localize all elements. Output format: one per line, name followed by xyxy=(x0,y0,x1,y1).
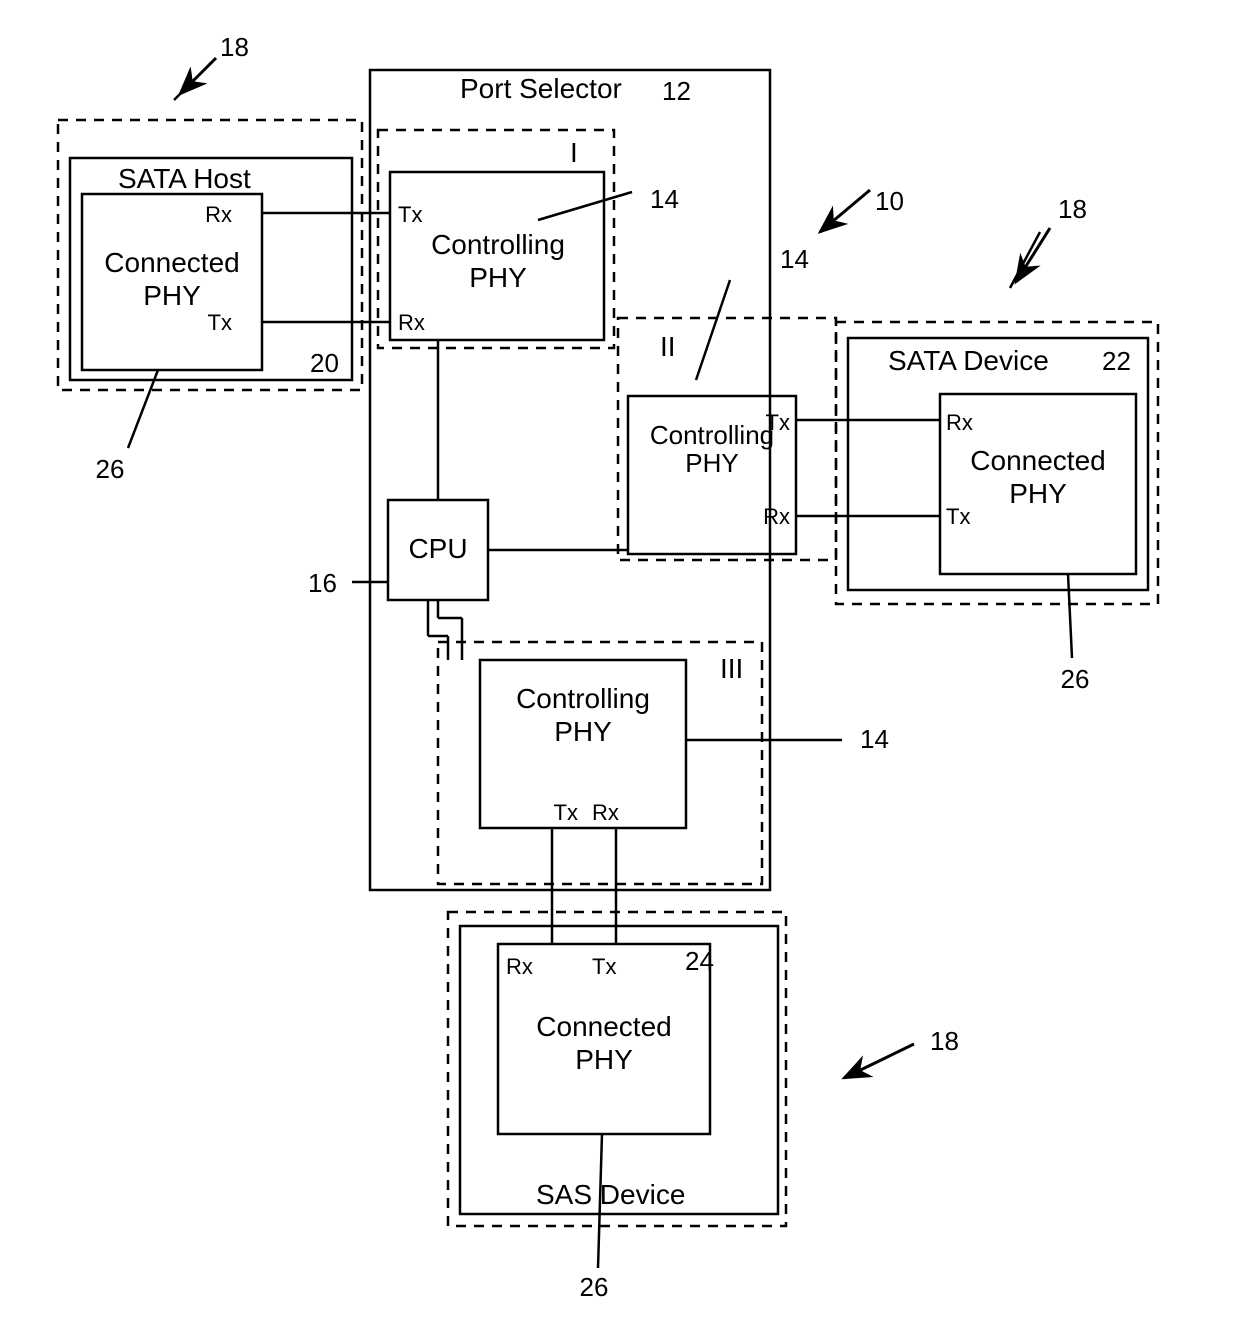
ref-12: 12 xyxy=(662,76,691,106)
ref-14-II: 14 xyxy=(780,244,809,274)
ctrl-III-line1: Controlling xyxy=(516,683,650,714)
roman-II: II xyxy=(660,331,676,362)
ref-26-sas: 26 xyxy=(580,1272,609,1302)
connector-19 xyxy=(1010,232,1040,288)
connector-15 xyxy=(538,192,632,220)
sata-host-label: SATA Host xyxy=(118,163,251,194)
arrow-3 xyxy=(844,1044,914,1078)
sata-device-label: SATA Device xyxy=(888,345,1049,376)
ctrl-I-line1: Controlling xyxy=(431,229,565,260)
ctrl-II-rx: Rx xyxy=(763,504,790,529)
ctrl-I-tx: Tx xyxy=(398,202,422,227)
region_III_dashed xyxy=(438,642,762,884)
dev-rx: Rx xyxy=(946,410,973,435)
sas-device-label: SAS Device xyxy=(536,1179,685,1210)
ctrl-I-line2: PHY xyxy=(469,262,527,293)
ctrl-III-tx: Tx xyxy=(554,800,578,825)
roman-I: I xyxy=(570,137,578,168)
ref-24: 24 xyxy=(685,946,714,976)
port_selector_solid xyxy=(370,70,770,890)
cpu-label: CPU xyxy=(408,533,467,564)
sas-tx: Tx xyxy=(592,954,616,979)
ref-20: 20 xyxy=(310,348,339,378)
dev-tx: Tx xyxy=(946,504,970,529)
connector-18 xyxy=(696,280,730,380)
host-conn-2: PHY xyxy=(143,280,201,311)
host-tx: Tx xyxy=(208,310,232,335)
ref-10: 10 xyxy=(875,186,904,216)
arrow-0 xyxy=(180,58,216,94)
connector-20 xyxy=(1068,574,1072,658)
roman-III: III xyxy=(720,653,743,684)
ctrl-I-rx: Rx xyxy=(398,310,425,335)
connector-16 xyxy=(128,370,158,448)
ref-18-topleft: 18 xyxy=(220,32,249,62)
arrow-2 xyxy=(1016,228,1050,282)
ctrl-II-line1: Controlling xyxy=(650,420,774,450)
ref-16: 16 xyxy=(308,568,337,598)
sas-conn-2: PHY xyxy=(575,1044,633,1075)
ctrl-II-line2: PHY xyxy=(685,448,738,478)
arrow-1 xyxy=(820,190,870,232)
host-conn-1: Connected xyxy=(104,247,239,278)
ref-14-I: 14 xyxy=(650,184,679,214)
dev-conn-1: Connected xyxy=(970,445,1105,476)
port-selector-label: Port Selector xyxy=(460,73,622,104)
ctrl-III-rx: Rx xyxy=(592,800,619,825)
sas-conn-1: Connected xyxy=(536,1011,671,1042)
ref-26-dev: 26 xyxy=(1061,664,1090,694)
dev-conn-2: PHY xyxy=(1009,478,1067,509)
ctrl-II-tx: Tx xyxy=(766,410,790,435)
ref-22: 22 xyxy=(1102,346,1131,376)
host-rx: Rx xyxy=(205,202,232,227)
sas-rx: Rx xyxy=(506,954,533,979)
ctrl-III-line2: PHY xyxy=(554,716,612,747)
ref-26-host: 26 xyxy=(96,454,125,484)
ref-14-III: 14 xyxy=(860,724,889,754)
ref-18-bottom: 18 xyxy=(930,1026,959,1056)
ref-18-right: 18 xyxy=(1058,194,1087,224)
